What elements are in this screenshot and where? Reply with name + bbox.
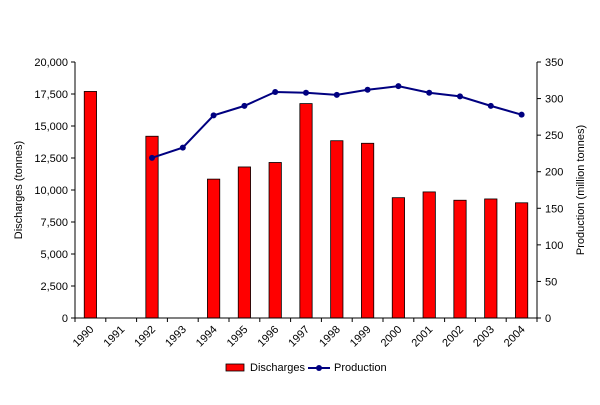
y-tick-label-right: 0: [545, 313, 551, 325]
y-tick-label-left: 15,000: [34, 121, 68, 133]
y-tick-label-right: 250: [545, 130, 563, 142]
x-tick-label: 1997: [286, 324, 312, 350]
bar-discharges-2003: [484, 198, 498, 319]
y-tick-label-left: 12,500: [34, 153, 68, 165]
x-tick-label: 2001: [410, 324, 436, 350]
bar-discharges-1998: [330, 140, 344, 319]
y-tick-label-right: 200: [545, 167, 563, 179]
point-production-2004: [518, 111, 525, 118]
y-tick-label-right: 150: [545, 203, 563, 215]
x-tick-label: 1994: [194, 324, 220, 350]
y-axis-label-right: Production (million tonnes): [575, 125, 587, 255]
point-production-1998: [333, 91, 340, 98]
y-tick-label-left: 17,500: [34, 89, 68, 101]
y-tick-label-left: 0: [62, 313, 68, 325]
x-tick-label: 2000: [379, 324, 405, 350]
bar-discharges-2001: [422, 191, 436, 319]
bar-discharges-1999: [361, 142, 375, 319]
y-tick-label-left: 7,500: [40, 217, 68, 229]
point-production-1994: [210, 112, 217, 119]
y-axis-label-left: Discharges (tonnes): [13, 141, 25, 239]
legend-swatch-discharges: [225, 363, 245, 372]
bar-discharges-2000: [391, 197, 405, 319]
y-tick-label-right: 50: [545, 276, 557, 288]
point-production-2003: [487, 102, 494, 109]
x-tick-label: 1995: [225, 324, 251, 350]
legend-label-production: Production: [334, 362, 387, 374]
point-production-1997: [303, 89, 309, 96]
point-production-1992: [149, 154, 155, 161]
x-tick-label: 1993: [163, 324, 189, 350]
y-tick-label-right: 100: [545, 240, 563, 252]
x-tick-label: 2002: [440, 324, 466, 350]
point-production-1999: [364, 86, 371, 93]
bar-discharges-1996: [268, 162, 282, 319]
x-tick-label: 2004: [502, 324, 528, 350]
point-production-1996: [272, 88, 279, 95]
legend: Discharges Production: [225, 362, 387, 374]
y-tick-label-left: 20,000: [34, 57, 68, 69]
bar-discharges-1992: [145, 135, 159, 319]
y-tick-label-left: 2,500: [40, 281, 68, 293]
y-tick-label-right: 300: [545, 94, 563, 106]
bar-discharges-1997: [299, 103, 313, 319]
x-tick-label: 1990: [71, 324, 97, 350]
point-production-2000: [395, 83, 402, 90]
x-tick-label: 1999: [348, 324, 374, 350]
bar-discharges-1990: [83, 91, 97, 319]
legend-label-discharges: Discharges: [250, 362, 306, 374]
x-tick-label: 1998: [317, 324, 343, 350]
y-tick-label-left: 10,000: [34, 185, 68, 197]
x-tick-label: 1992: [132, 324, 158, 350]
y-tick-label-right: 350: [545, 57, 563, 69]
y-tick-label-left: 5,000: [40, 249, 68, 261]
x-tick-label: 1991: [102, 324, 128, 350]
legend-marker-production: [316, 365, 322, 371]
bar-discharges-1995: [237, 166, 251, 319]
point-production-1993: [179, 144, 186, 151]
point-production-2001: [426, 89, 433, 96]
bar-discharges-2004: [515, 202, 529, 319]
point-production-1995: [241, 102, 248, 109]
x-tick-label: 1996: [256, 324, 282, 350]
bar-discharges-2002: [453, 199, 467, 319]
x-tick-label: 2003: [471, 324, 497, 350]
bar-discharges-1994: [207, 178, 221, 319]
point-production-2002: [457, 93, 463, 100]
